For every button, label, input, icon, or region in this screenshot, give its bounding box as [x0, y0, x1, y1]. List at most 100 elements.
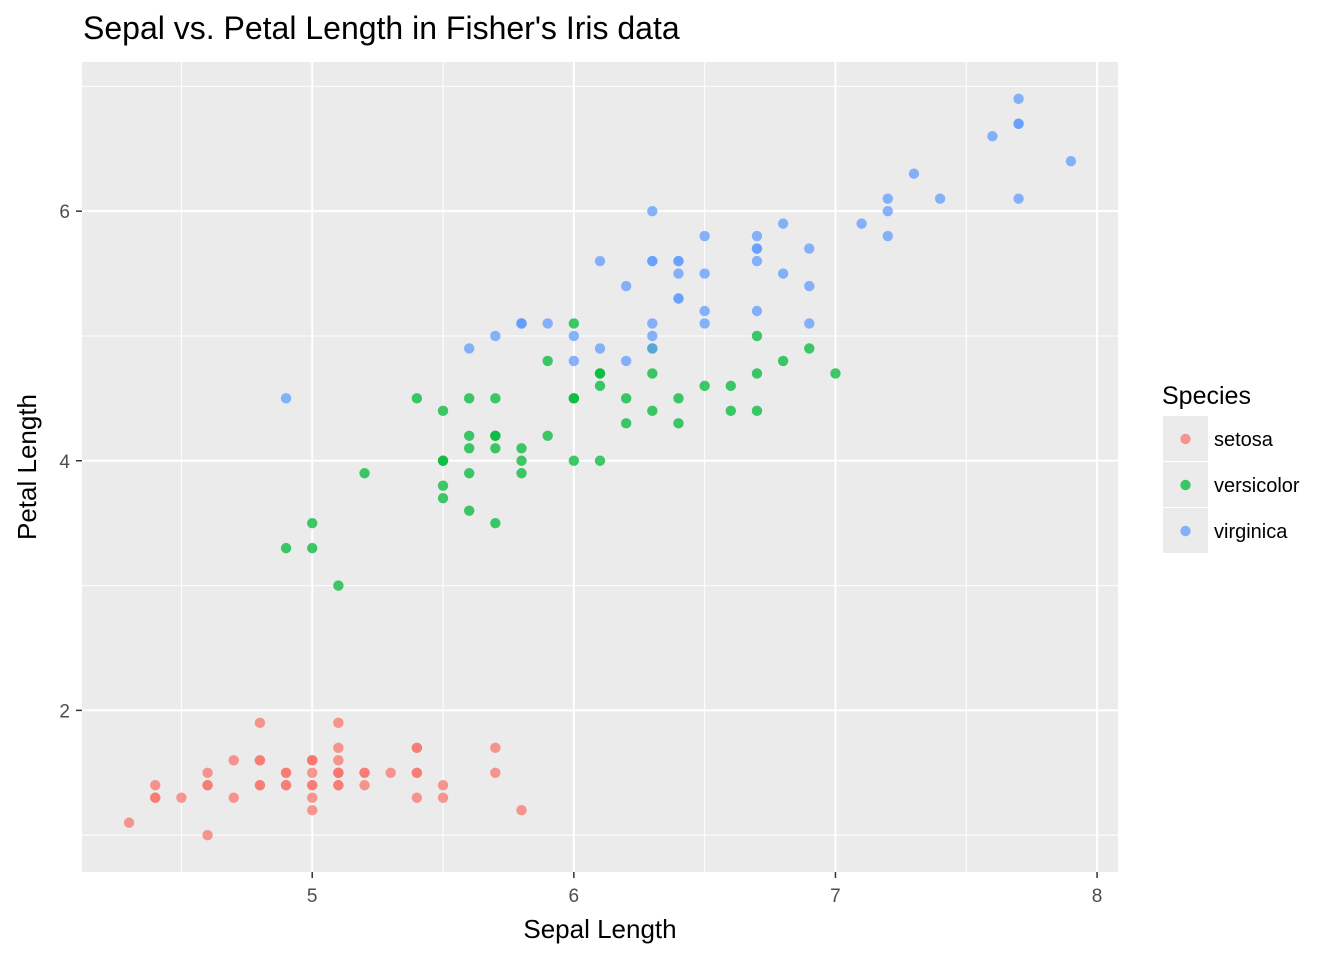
- virginica-point: [1013, 118, 1024, 129]
- setosa-point: [150, 780, 161, 791]
- setosa-point: [307, 780, 318, 791]
- virginica-point: [882, 205, 893, 217]
- versicolor-point: [804, 343, 815, 354]
- setosa-point: [307, 767, 318, 778]
- versicolor-point: [673, 393, 684, 404]
- versicolor-point: [751, 368, 763, 379]
- setosa-point: [202, 829, 213, 841]
- virginica-point: [463, 343, 475, 354]
- virginica-point: [987, 131, 998, 142]
- virginica-point: [882, 230, 893, 242]
- setosa-point: [411, 742, 423, 754]
- setosa-point: [307, 805, 318, 816]
- virginica-point: [673, 268, 684, 279]
- virginica-point: [516, 318, 527, 329]
- versicolor-point: [490, 430, 501, 441]
- virginica-point: [673, 255, 684, 267]
- virginica-point: [751, 243, 763, 254]
- setosa-point: [333, 780, 344, 791]
- versicolor-point: [490, 393, 501, 404]
- versicolor-point: [594, 368, 606, 379]
- setosa-point: [176, 792, 187, 803]
- versicolor-point: [490, 517, 501, 529]
- virginica-point: [751, 255, 763, 267]
- versicolor-point: [411, 393, 423, 404]
- setosa-point: [123, 817, 135, 828]
- versicolor-point: [568, 455, 580, 466]
- virginica-point: [1013, 93, 1024, 105]
- virginica-point: [908, 168, 920, 179]
- data-points: [123, 93, 1077, 841]
- setosa-point: [333, 742, 344, 754]
- setosa-point: [490, 767, 501, 778]
- versicolor-point: [568, 318, 580, 329]
- virginica-point: [620, 355, 632, 367]
- versicolor-point: [463, 468, 475, 479]
- setosa-point: [333, 767, 344, 778]
- versicolor-point: [594, 455, 606, 466]
- virginica-point: [699, 318, 710, 329]
- setosa-point: [307, 755, 318, 766]
- versicolor-point: [725, 380, 737, 392]
- versicolor-point: [307, 517, 318, 529]
- y-tick-label: 4: [59, 452, 70, 473]
- virginica-point: [568, 330, 580, 342]
- versicolor-point: [359, 468, 370, 479]
- legend: Species setosa versicolor virginica: [1162, 382, 1300, 553]
- virginica-point: [856, 218, 867, 229]
- versicolor-point: [594, 380, 606, 392]
- setosa-point: [254, 780, 266, 791]
- legend-key-setosa-marker: [1180, 433, 1191, 445]
- y-tick-label: 2: [59, 701, 70, 722]
- virginica-point: [594, 255, 606, 267]
- legend-label-versicolor: versicolor: [1214, 475, 1300, 497]
- setosa-point: [516, 805, 527, 816]
- virginica-point: [620, 280, 632, 292]
- setosa-point: [359, 780, 370, 791]
- versicolor-point: [437, 455, 449, 466]
- setosa-point: [359, 767, 370, 778]
- virginica-point: [777, 268, 789, 279]
- setosa-point: [202, 780, 213, 791]
- setosa-point: [411, 767, 423, 778]
- versicolor-point: [542, 355, 553, 367]
- x-tick-label: 8: [1092, 886, 1103, 907]
- versicolor-point: [280, 542, 292, 554]
- x-tick-label: 6: [569, 886, 580, 907]
- setosa-point: [411, 792, 423, 803]
- setosa-point: [307, 792, 318, 803]
- virginica-point: [804, 318, 815, 329]
- x-tick-label: 7: [830, 886, 841, 907]
- legend-title: Species: [1162, 382, 1251, 410]
- legend-key-virginica-marker: [1180, 525, 1191, 537]
- plot-panel: [82, 62, 1118, 872]
- versicolor-point: [751, 405, 763, 417]
- virginica-point: [490, 330, 501, 342]
- virginica-point: [647, 205, 658, 217]
- minor-gridlines: [82, 62, 1118, 872]
- virginica-point: [804, 243, 815, 254]
- setosa-point: [228, 792, 239, 803]
- virginica-point: [673, 293, 684, 304]
- versicolor-point: [437, 493, 449, 504]
- versicolor-point: [647, 368, 658, 379]
- versicolor-point: [463, 430, 475, 441]
- setosa-point: [280, 767, 292, 778]
- virginica-point: [280, 393, 292, 404]
- setosa-point: [280, 780, 292, 791]
- versicolor-point: [673, 418, 684, 429]
- legend-label-virginica: virginica: [1214, 521, 1288, 543]
- virginica-point: [647, 343, 658, 354]
- setosa-point: [437, 792, 449, 803]
- virginica-point: [882, 193, 893, 204]
- setosa-point: [437, 780, 449, 791]
- versicolor-point: [699, 380, 710, 392]
- versicolor-point: [830, 368, 841, 379]
- setosa-point: [202, 767, 213, 778]
- versicolor-point: [516, 468, 527, 479]
- versicolor-point: [463, 505, 475, 516]
- versicolor-point: [725, 405, 737, 417]
- virginica-point: [699, 305, 710, 317]
- virginica-point: [647, 255, 658, 267]
- versicolor-point: [620, 418, 632, 429]
